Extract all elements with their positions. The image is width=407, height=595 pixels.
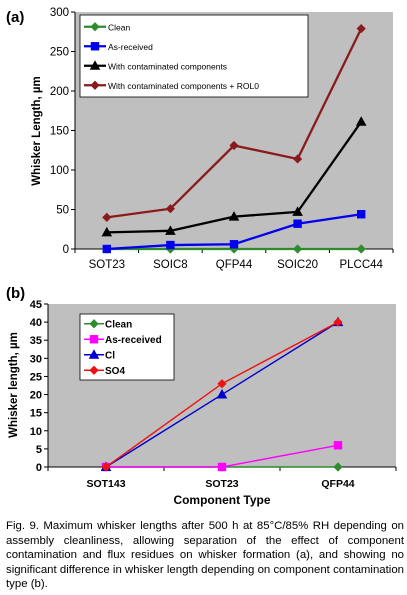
panel-a-y-tick-label: 0: [63, 244, 69, 256]
panel-b-data-point: [217, 379, 227, 389]
panel-b-data-point: [333, 441, 343, 450]
panel-b-data-point: [333, 462, 343, 472]
panel-b-legend-marker: [89, 319, 99, 329]
panel-a-category-label: QFP44: [216, 259, 253, 271]
panel-a-data-point: [356, 23, 366, 34]
panel-b-y-tick-label: 20: [30, 390, 42, 402]
panel-a-legend-marker: [90, 22, 100, 32]
panel-a-data-point: [102, 244, 111, 254]
panel-a-data-point: [355, 116, 367, 126]
panel-b-legend-entry: SO4: [105, 366, 125, 377]
panel-a-data-point: [165, 225, 176, 235]
panel-a-data-point: [165, 204, 175, 214]
panel-b-legend-marker: [89, 365, 99, 375]
panel-a-data-point: [229, 140, 239, 151]
panel-a-data-point: [292, 206, 303, 216]
panel-a-data-point: [293, 219, 302, 228]
panel-a-data-point: [166, 240, 175, 250]
panel-a-y-tick-label: 50: [56, 205, 69, 217]
panel-a-category-label: SOIC20: [277, 259, 318, 271]
panel-b-y-tick-label: 0: [36, 462, 42, 474]
panel-b-category-label: SOT143: [86, 478, 125, 490]
panel-b-data-point: [217, 462, 227, 472]
panel-b-legend-entry: Clean: [105, 319, 132, 330]
panel-b-legend-entry: As-received: [105, 335, 162, 346]
panel-a-data-point: [102, 212, 112, 222]
panel-b-data-point: [333, 317, 343, 327]
panel-a-category-label: SOIC8: [153, 259, 188, 271]
panel-b-y-tick-label: 25: [30, 371, 42, 383]
panel-b-y-tick-label: 45: [30, 299, 42, 311]
panel-b-legend-entry: Cl: [105, 350, 115, 361]
panel-a-y-tick-label: 200: [50, 86, 69, 98]
panel-b-y-tick-label: 10: [30, 426, 42, 438]
panel-a-legend-marker: [90, 42, 100, 51]
panel-a-legend-entry: With contaminated components + ROL0: [108, 81, 259, 91]
panel-b-category-label: QFP44: [321, 478, 354, 490]
panel-a-data-point: [293, 154, 303, 164]
panel-b-y-axis-label: Whisker length, µm: [8, 332, 20, 438]
panel-a-y-tick-label: 300: [50, 7, 69, 19]
panel-a-legend-entry: Clean: [108, 22, 130, 32]
panel-a-legend-entry: As-received: [108, 42, 153, 52]
panel-a-data-point: [101, 226, 113, 237]
panel-b: (b) Whisker length, µm Component Type 0 5…: [6, 285, 397, 507]
panel-a-data-point: [228, 211, 240, 221]
panel-a-y-tick-label: 100: [50, 165, 69, 177]
panel-b-legend-marker: [88, 349, 100, 359]
panel-b-y-tick-label: 15: [30, 408, 42, 420]
panel-a-data-point: [229, 240, 239, 249]
panel-a-data-point: [356, 244, 366, 254]
panel-a-legend-box: [79, 14, 309, 98]
panel-a-label: (a): [6, 9, 24, 26]
panel-a-y-axis-label: Whisker Length, µm: [31, 76, 43, 186]
panel-b-legend-marker: [89, 335, 99, 344]
figure: (a) Whisker Length, µm 05010015020025030…: [6, 7, 397, 507]
panel-b-y-tick-label: 35: [30, 335, 42, 347]
panel-a-category-label: PLCC44: [339, 259, 383, 271]
panel-a-category-label: SOT23: [89, 259, 125, 271]
panel-a-data-point: [357, 210, 366, 219]
panel-b-data-point: [101, 462, 111, 472]
panel-a: (a) Whisker Length, µm 0 50 100 150 200 250 30…: [6, 7, 394, 271]
panel-a-legend-marker: [90, 80, 100, 90]
panel-b-x-axis-label: Component Type: [173, 493, 270, 507]
figure-caption: Fig. 9. Maximum whisker lengths after 50…: [6, 520, 404, 591]
panel-b-category-label: SOT23: [205, 478, 238, 490]
panel-b-data-point: [216, 389, 228, 399]
panel-a-y-tick-label: 150: [50, 126, 69, 138]
panel-b-y-tick-label: 30: [30, 353, 42, 365]
panel-a-legend-entry: With contaminated components: [108, 61, 227, 71]
panel-a-y-tick-label: 250: [50, 47, 69, 59]
panel-b-y-tick-label: 40: [30, 317, 42, 329]
panel-a-data-point: [293, 244, 303, 254]
panel-b-y-tick-label: 5: [36, 444, 42, 456]
panel-b-label: (b): [6, 285, 25, 302]
panel-a-legend-marker: [89, 60, 101, 70]
